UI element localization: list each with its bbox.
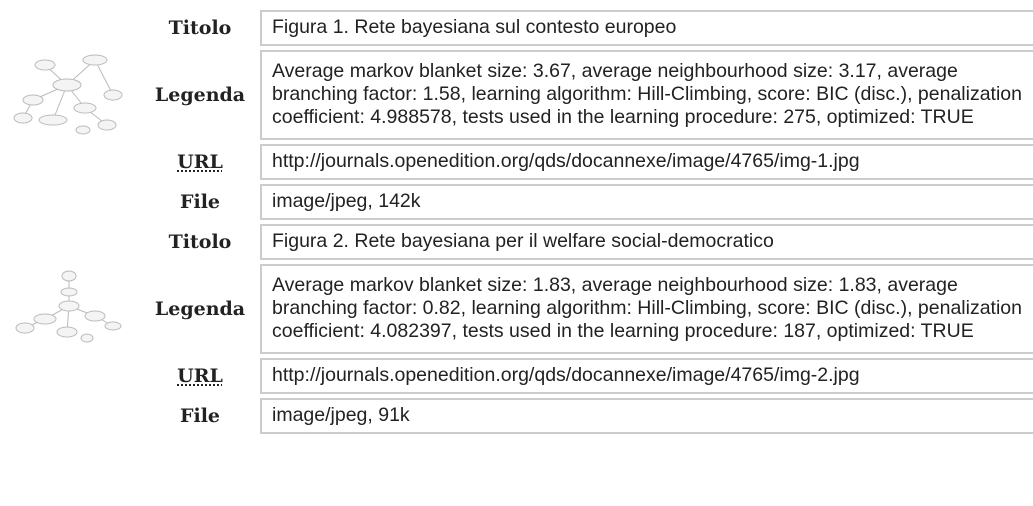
row-label: URL: [177, 151, 223, 173]
row-label: File: [140, 184, 260, 220]
row-label: Legenda: [140, 50, 260, 140]
row-value: http://journals.openedition.org/qds/doca…: [260, 144, 1033, 180]
row-value: Average markov blanket size: 1.83, avera…: [260, 264, 1033, 354]
row-label: URL: [177, 365, 223, 387]
row-value: Average markov blanket size: 3.67, avera…: [260, 50, 1033, 140]
row-label: Legenda: [140, 264, 260, 354]
row-value: Figura 2. Rete bayesiana per il welfare …: [260, 224, 1033, 260]
row-label: Titolo: [140, 224, 260, 260]
row-value: image/jpeg, 142k: [260, 184, 1033, 220]
thumbnail[interactable]: [5, 50, 135, 140]
row-label: Titolo: [140, 10, 260, 46]
row-value: Figura 1. Rete bayesiana sul contesto eu…: [260, 10, 1033, 46]
row-label: File: [140, 398, 260, 434]
thumbnail[interactable]: [5, 264, 135, 354]
row-value: http://journals.openedition.org/qds/doca…: [260, 358, 1033, 394]
row-value: image/jpeg, 91k: [260, 398, 1033, 434]
page: {"entries": [ {"rows": [ {"label": "Tito…: [0, 6, 1033, 506]
